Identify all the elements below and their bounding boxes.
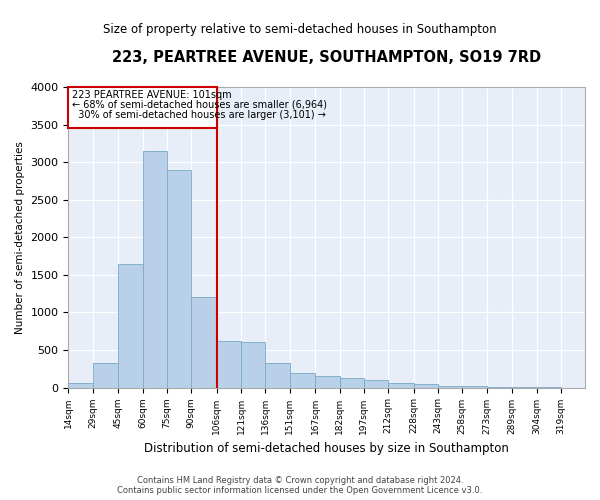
Bar — [438, 386, 463, 388]
Text: Size of property relative to semi-detached houses in Southampton: Size of property relative to semi-detach… — [103, 22, 497, 36]
Bar — [92, 363, 118, 388]
X-axis label: Distribution of semi-detached houses by size in Southampton: Distribution of semi-detached houses by … — [144, 442, 509, 455]
Bar — [191, 298, 217, 388]
Bar — [68, 87, 217, 128]
Y-axis label: Number of semi-detached properties: Number of semi-detached properties — [15, 141, 25, 334]
Bar — [118, 264, 143, 388]
Text: ← 68% of semi-detached houses are smaller (6,964): ← 68% of semi-detached houses are smalle… — [71, 100, 326, 110]
Text: Contains HM Land Registry data © Crown copyright and database right 2024.
Contai: Contains HM Land Registry data © Crown c… — [118, 476, 482, 495]
Bar — [364, 380, 388, 388]
Text: 30% of semi-detached houses are larger (3,101) →: 30% of semi-detached houses are larger (… — [71, 110, 326, 120]
Bar — [68, 384, 92, 388]
Bar — [167, 170, 191, 388]
Text: 223 PEARTREE AVENUE: 101sqm: 223 PEARTREE AVENUE: 101sqm — [71, 90, 231, 100]
Bar — [217, 341, 241, 388]
Bar — [414, 384, 438, 388]
Title: 223, PEARTREE AVENUE, SOUTHAMPTON, SO19 7RD: 223, PEARTREE AVENUE, SOUTHAMPTON, SO19 … — [112, 50, 541, 65]
Bar — [265, 363, 290, 388]
Bar — [316, 376, 340, 388]
Bar — [241, 342, 265, 388]
Bar — [143, 151, 167, 388]
Bar — [463, 386, 487, 388]
Bar — [388, 383, 414, 388]
Bar — [340, 378, 364, 388]
Bar — [290, 372, 316, 388]
